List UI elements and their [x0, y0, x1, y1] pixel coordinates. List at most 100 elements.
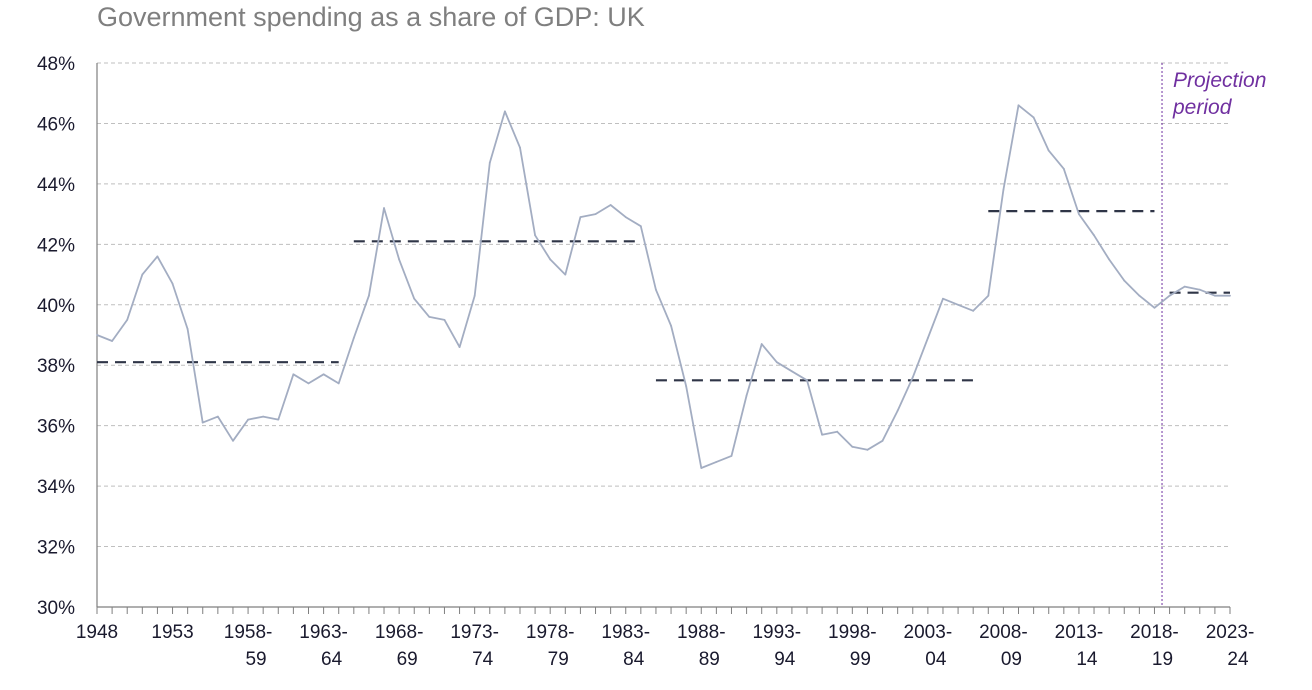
- y-tick-label: 42%: [37, 235, 75, 256]
- x-tick-label-line2: 89: [699, 649, 720, 670]
- x-tick-label-line2: 79: [548, 649, 569, 670]
- x-tick-label: 2023-: [1206, 622, 1255, 643]
- data-point: [745, 394, 748, 397]
- x-tick-label: 1988-: [677, 622, 726, 643]
- data-point: [398, 258, 401, 261]
- x-tick-label-line2: 74: [472, 649, 494, 670]
- x-tick-label: 1963-: [299, 622, 348, 643]
- x-tick-label: 1948: [76, 622, 118, 643]
- x-tick-label-line2: 99: [850, 649, 871, 670]
- x-tick-label-line2: 64: [321, 649, 343, 670]
- data-point: [322, 373, 325, 376]
- data-point: [1168, 294, 1171, 297]
- data-point: [881, 439, 884, 442]
- data-point: [1017, 104, 1020, 107]
- x-tick-label-line2: 84: [623, 649, 645, 670]
- data-point: [987, 294, 990, 297]
- data-point: [126, 318, 129, 321]
- x-tick-label-line2: 69: [397, 649, 418, 670]
- x-tick-label-line2: 59: [245, 649, 266, 670]
- data-point: [171, 282, 174, 285]
- data-point: [383, 207, 385, 209]
- data-point: [791, 370, 793, 373]
- data-point: [413, 297, 416, 300]
- data-point: [972, 309, 975, 312]
- x-axis: 1948 1953 1958- 59 1963- 64 1968- 69 1973- 74 1978…: [76, 63, 1254, 670]
- x-tick-label: 1983-: [601, 622, 650, 643]
- data-point: [730, 454, 733, 457]
- y-tick-label: 38%: [37, 356, 75, 377]
- data-point: [96, 334, 98, 336]
- data-point: [156, 255, 159, 258]
- data-point: [1229, 294, 1231, 297]
- data-point: [911, 376, 914, 379]
- data-point: [624, 216, 627, 219]
- data-point: [473, 294, 476, 297]
- x-tick-label-line2: 14: [1076, 649, 1098, 670]
- data-point: [292, 373, 295, 376]
- data-point: [1198, 288, 1201, 291]
- x-tick-label: 1958-: [224, 622, 273, 643]
- y-tick-label: 44%: [37, 175, 75, 196]
- data-point: [700, 467, 703, 469]
- data-point: [670, 325, 672, 327]
- data-point: [926, 337, 929, 339]
- x-tick-label-line2: 04: [925, 649, 947, 670]
- data-point: [775, 361, 778, 364]
- data-point: [821, 433, 824, 436]
- data-point: [368, 294, 370, 297]
- x-tick-label: 2018-: [1130, 622, 1179, 643]
- data-point: [1047, 149, 1050, 152]
- data-point: [307, 382, 310, 385]
- data-point: [428, 315, 431, 318]
- data-point: [1138, 294, 1141, 297]
- projection-annotation: period: [1172, 96, 1233, 119]
- data-point: [443, 318, 446, 321]
- y-tick-label: 36%: [37, 417, 75, 438]
- data-point: [277, 418, 280, 421]
- data-point: [503, 110, 506, 113]
- data-point: [896, 409, 899, 412]
- x-tick-label: 1973-: [450, 622, 499, 643]
- projection-marker: Projection period: [1161, 63, 1266, 607]
- data-point: [1002, 189, 1005, 191]
- data-point: [806, 379, 808, 382]
- data-point: [1153, 306, 1156, 309]
- data-point: [1183, 285, 1186, 288]
- x-tick-label-line2: 94: [774, 649, 796, 670]
- y-tick-label: 40%: [37, 296, 75, 317]
- data-point: [760, 343, 763, 345]
- data-point: [579, 216, 582, 219]
- data-point: [851, 445, 854, 448]
- series-line-layer: [96, 104, 1231, 469]
- data-point: [352, 337, 355, 339]
- x-tick-label: 1968-: [375, 622, 424, 643]
- x-tick-label-line2: 24: [1227, 649, 1249, 670]
- data-point: [216, 415, 219, 418]
- x-tick-label: 1993-: [752, 622, 801, 643]
- data-point: [594, 213, 597, 216]
- y-tick-label: 46%: [37, 114, 75, 135]
- data-point: [111, 340, 114, 342]
- x-tick-label: 2013-: [1055, 622, 1104, 643]
- data-point: [1032, 116, 1035, 119]
- data-point: [836, 430, 839, 433]
- data-point: [232, 439, 234, 442]
- projection-annotation: Projection: [1173, 69, 1266, 92]
- series-line: [96, 104, 1230, 469]
- y-axis-ticks: 30% 32% 34% 36% 38% 40% 42% 44% 46% 48%: [37, 54, 75, 619]
- data-point: [549, 258, 552, 261]
- x-tick-label-line2: 09: [1001, 649, 1022, 670]
- data-point: [247, 418, 249, 421]
- data-point: [685, 385, 688, 388]
- data-point: [458, 346, 461, 348]
- data-point: [1078, 213, 1080, 216]
- data-point: [1213, 294, 1216, 297]
- data-point: [1062, 167, 1065, 170]
- data-point: [262, 415, 265, 418]
- data-point: [1108, 258, 1111, 261]
- data-point: [519, 146, 521, 149]
- x-tick-label: 1953: [151, 622, 193, 643]
- grid-lines: [97, 62, 1230, 548]
- x-tick-label: 2008-: [979, 622, 1028, 643]
